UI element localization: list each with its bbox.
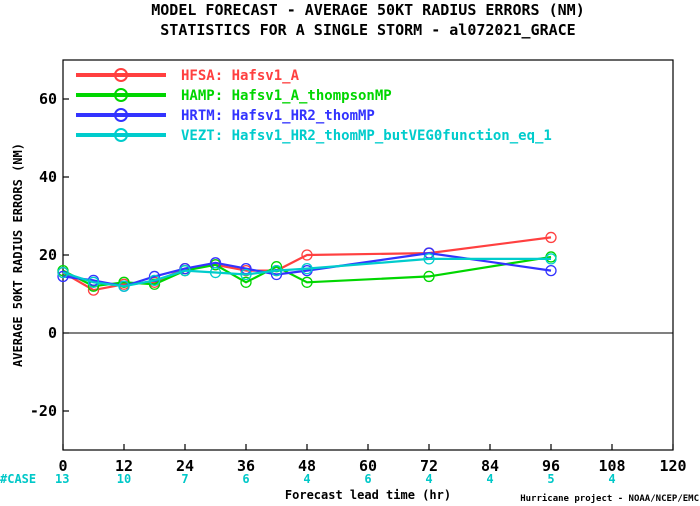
data-point [148,274,161,287]
legend-swatch-marker [114,128,128,142]
data-point [545,264,557,277]
legend-label: HRTM: Hafsv1_HR2_thomMP [181,108,375,124]
case-count: 7 [181,472,188,486]
x-tick-label: 12 [115,457,133,475]
data-point [57,266,69,279]
x-tick-label: 60 [359,457,377,475]
data-point [301,262,313,275]
x-tick-label: 0 [58,457,67,475]
data-point [301,276,313,288]
x-axis-label: Forecast lead time (hr) [285,488,451,502]
x-tick-label: 120 [659,457,686,475]
case-count: 4 [425,472,432,486]
data-point [423,270,435,283]
case-count: 4 [608,472,615,486]
x-tick-label: 48 [298,457,316,475]
legend: HFSA: Hafsv1_A HAMP: Hafsv1_A_thompsonMP H… [76,68,552,144]
legend-item: HRTM: Hafsv1_HR2_thomMP [76,108,375,124]
case-count: 4 [486,472,493,486]
data-point [545,253,557,265]
case-count: 5 [547,472,554,486]
legend-label: HAMP: Hafsv1_A_thompsonMP [181,88,392,104]
x-tick-label: 36 [237,457,255,475]
legend-item: HAMP: Hafsv1_A_thompsonMP [76,88,392,104]
case-counts-row: #CASE 13 10 7 6 4 6 4 4 5 4 [0,472,616,486]
y-tick-label: 60 [39,90,57,108]
data-point [270,264,283,277]
x-tick-label: 84 [481,457,499,475]
legend-item: HFSA: Hafsv1_A [76,68,300,84]
data-point [545,231,557,244]
legend-label: HFSA: Hafsv1_A [181,68,300,84]
chart-subtitle: STATISTICS FOR A SINGLE STORM - al072021… [160,21,575,39]
data-point [87,276,100,288]
case-count: 10 [117,472,131,486]
case-label: #CASE [0,472,36,486]
series-line [62,257,551,288]
data-point [240,276,252,288]
data-point [118,280,130,292]
x-axis: 0 12 24 36 48 60 72 84 96 108 120 [58,444,687,475]
y-tick-label: 40 [39,168,57,186]
legend-label: VEZT: Hafsv1_HR2_thomMP_butVEG0function_… [181,128,552,144]
case-count: 13 [55,472,69,486]
y-tick-label: -20 [30,402,57,420]
y-tick-label: 20 [39,246,57,264]
y-axis-label: AVERAGE 50KT RADIUS ERRORS (NM) [11,143,25,367]
case-count: 6 [364,472,371,486]
legend-swatch-marker [114,88,128,102]
data-point [209,266,222,279]
x-tick-label: 96 [542,457,560,475]
case-count: 6 [242,472,249,486]
series-4 [57,253,557,292]
x-tick-label: 24 [176,457,194,475]
y-axis: -20 0 20 40 60 [30,90,69,420]
chart-title: MODEL FORECAST - AVERAGE 50KT RADIUS ERR… [151,1,584,19]
data-point [179,264,191,277]
y-tick-label: 0 [48,324,57,342]
legend-swatch-marker [114,68,128,82]
data-point [423,253,435,265]
data-point [301,249,313,261]
case-count: 4 [303,472,310,486]
series-lines [57,231,557,296]
data-point [240,268,252,281]
data-point [57,270,69,283]
x-tick-label: 108 [598,457,625,475]
x-tick-label: 72 [420,457,438,475]
legend-swatch-marker [114,108,128,122]
legend-item: VEZT: Hafsv1_HR2_thomMP_butVEG0function_… [76,128,552,144]
credit-text: Hurricane project - NOAA/NCEP/EMC [520,493,699,504]
